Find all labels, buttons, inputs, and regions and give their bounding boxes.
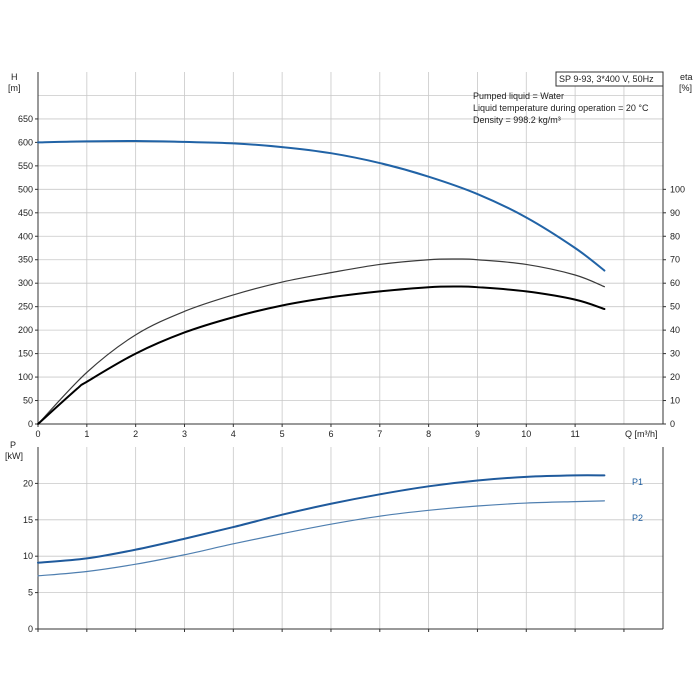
p2-series-label: P2 (632, 513, 643, 523)
power-panel: 0 5 10 15 20 P [kW] P1 P2 (5, 440, 664, 634)
eta-tick-label: 100 (670, 184, 685, 194)
p2-curve (37, 500, 606, 577)
power-tick-label: 5 (28, 588, 33, 598)
head-tick-label: 500 (18, 184, 33, 194)
eta-tick-label: 10 (670, 396, 680, 406)
flow-tick-label: 4 (231, 429, 236, 439)
eta-total-curve (37, 258, 606, 425)
power-grid (38, 447, 663, 629)
head-tick-label: 200 (18, 325, 33, 335)
flow-tick-label: 7 (377, 429, 382, 439)
flow-tick-label: 8 (426, 429, 431, 439)
note-pumped-liquid: Pumped liquid = Water (473, 91, 564, 101)
p1-series-label: P1 (632, 477, 643, 487)
head-tick-label: 450 (18, 208, 33, 218)
head-tick-label: 50 (23, 396, 33, 406)
eta-tick-label: 40 (670, 325, 680, 335)
flow-tick-label: 9 (475, 429, 480, 439)
head-tick-label: 100 (18, 372, 33, 382)
flow-tick-label: 1 (84, 429, 89, 439)
head-tick-label: 600 (18, 137, 33, 147)
head-tick-label: 0 (28, 419, 33, 429)
eta-tick-label: 90 (670, 208, 680, 218)
power-curves (37, 474, 606, 577)
flow-tick-label: 6 (328, 429, 333, 439)
power-tick-label: 0 (28, 624, 33, 634)
flow-tick-label: 5 (280, 429, 285, 439)
eta-tick-label: 30 (670, 349, 680, 359)
head-axis-title: H (11, 72, 18, 82)
head-eta-curves (37, 139, 606, 425)
eta-tick-label: 70 (670, 255, 680, 265)
head-tick-label: 650 (18, 114, 33, 124)
eta-axis-title: eta (680, 72, 693, 82)
head-eta-panel: 0 1 2 3 4 5 6 7 8 9 10 1105010015020025030035040045… (8, 71, 693, 439)
head-tick-label: 300 (18, 278, 33, 288)
head-tick-label: 550 (18, 161, 33, 171)
head-ticks: 0 1 2 3 4 5 6 7 8 9 10 1105010015020025030035040045… (18, 114, 685, 439)
flow-tick-label: 10 (521, 429, 531, 439)
flow-tick-label: 3 (182, 429, 187, 439)
eta-pump-curve (37, 285, 606, 425)
head-tick-label: 250 (18, 302, 33, 312)
head-tick-label: 350 (18, 255, 33, 265)
head-grid (38, 72, 663, 424)
eta-tick-label: 60 (670, 278, 680, 288)
eta-tick-label: 80 (670, 231, 680, 241)
eta-tick-label: 0 (670, 419, 675, 429)
power-tick-label: 20 (23, 478, 33, 488)
flow-tick-label: 0 (35, 429, 40, 439)
eta-tick-label: 20 (670, 372, 680, 382)
flow-tick-label: 11 (570, 429, 579, 439)
info-box (555, 71, 664, 87)
eta-tick-label: 50 (670, 302, 680, 312)
power-axis-title: P (10, 440, 16, 450)
note-density: Density = 998.2 kg/m³ (473, 115, 561, 125)
eta-axis-unit: [%] (679, 83, 692, 93)
head-tick-label: 150 (18, 349, 33, 359)
head-curve (37, 139, 606, 272)
power-tick-label: 10 (23, 551, 33, 561)
note-liquid-temperature: Liquid temperature during operation = 20… (473, 103, 649, 113)
power-tick-label: 15 (23, 515, 33, 525)
head-axis-unit: [m] (8, 83, 21, 93)
power-ticks: 0 5 10 15 20 (23, 478, 625, 634)
head-tick-label: 400 (18, 231, 33, 241)
power-axis-unit: [kW] (5, 451, 23, 461)
flow-tick-label: 2 (133, 429, 138, 439)
info-box-title: SP 9-93, 3*400 V, 50Hz (559, 74, 654, 84)
flow-axis-title: Q [m³/h] (625, 429, 658, 439)
p1-curve (37, 474, 606, 564)
